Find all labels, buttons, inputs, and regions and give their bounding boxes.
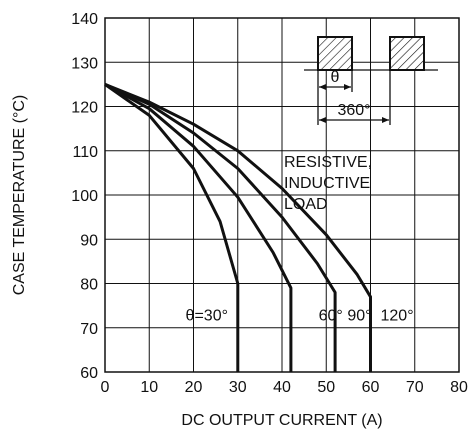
y-tick-label-120: 120 bbox=[71, 100, 98, 117]
y-tick-label-140: 140 bbox=[71, 11, 98, 28]
x-tick-label-20: 20 bbox=[185, 379, 203, 396]
y-axis-title: CASE TEMPERATURE (°C) bbox=[11, 95, 28, 296]
curve-1 bbox=[104, 83, 240, 372]
inset-period-arrowhead-left bbox=[319, 117, 326, 123]
tick-labels: 0 10 20 30 40 50 60 70 80 60 70 80 90 100 110 120 130 140 bbox=[71, 11, 468, 396]
y-tick-label-90: 90 bbox=[80, 232, 98, 249]
inset-period-label: 360° bbox=[337, 102, 370, 119]
y-tick-label-130: 130 bbox=[71, 55, 98, 72]
x-tick-label-30: 30 bbox=[229, 379, 247, 396]
inset-pulse-2 bbox=[389, 36, 425, 71]
annotation-line-1: RESISTIVE, bbox=[284, 154, 372, 171]
x-tick-label-50: 50 bbox=[317, 379, 335, 396]
inset-theta-arrowhead-left bbox=[319, 84, 326, 90]
series-label-4: 120° bbox=[381, 307, 414, 324]
x-tick-label-60: 60 bbox=[362, 379, 380, 396]
series-label-1: θ=30° bbox=[186, 307, 228, 324]
load-annotation: RESISTIVE, INDUCTIVE LOAD bbox=[284, 154, 372, 213]
curves: θ=30° 60° 90° 120° bbox=[104, 83, 414, 372]
x-tick-label-0: 0 bbox=[101, 379, 110, 396]
annotation-line-3: LOAD bbox=[284, 196, 328, 213]
series-label-2: 60° bbox=[319, 307, 343, 324]
inset-theta-arrowhead-right bbox=[344, 84, 351, 90]
y-tick-label-80: 80 bbox=[80, 277, 98, 294]
x-axis-title: DC OUTPUT CURRENT (A) bbox=[181, 412, 382, 429]
waveform-inset: θ 360° bbox=[304, 36, 438, 125]
series-label-3: 90° bbox=[347, 307, 371, 324]
x-tick-label-10: 10 bbox=[140, 379, 158, 396]
curve-3 bbox=[104, 83, 337, 372]
x-tick-label-70: 70 bbox=[406, 379, 424, 396]
curve-2 bbox=[104, 83, 293, 372]
y-tick-label-110: 110 bbox=[72, 144, 98, 161]
y-tick-label-60: 60 bbox=[80, 365, 98, 382]
y-tick-label-100: 100 bbox=[71, 188, 98, 205]
curve-4 bbox=[104, 83, 372, 372]
annotation-line-2: INDUCTIVE bbox=[284, 175, 370, 192]
x-tick-label-80: 80 bbox=[450, 379, 468, 396]
y-tick-label-70: 70 bbox=[80, 321, 98, 338]
inset-pulse-1 bbox=[317, 36, 353, 71]
plot-frame bbox=[104, 17, 460, 373]
inset-period-arrowhead-right bbox=[382, 117, 389, 123]
inset-theta-label: θ bbox=[331, 69, 340, 86]
x-tick-label-40: 40 bbox=[273, 379, 291, 396]
